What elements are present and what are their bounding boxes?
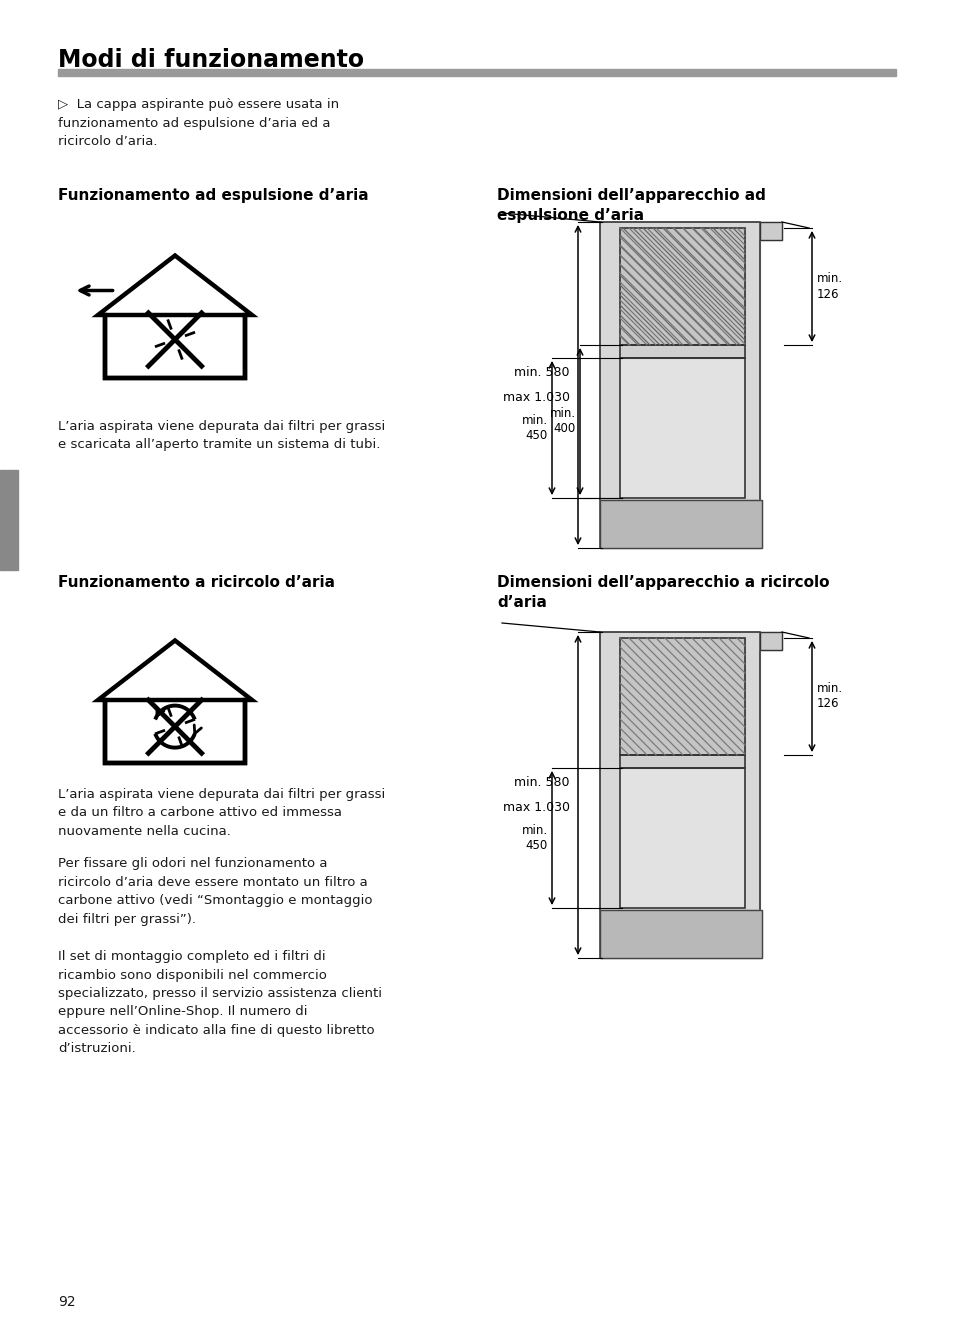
Text: Funzionamento ad espulsione d’aria: Funzionamento ad espulsione d’aria xyxy=(58,188,368,203)
Text: Il set di montaggio completo ed i filtri di
ricambio sono disponibili nel commer: Il set di montaggio completo ed i filtri… xyxy=(58,949,381,1055)
Text: min.
400: min. 400 xyxy=(549,407,576,435)
Text: Dimensioni dell’apparecchio ad
espulsione d’aria: Dimensioni dell’apparecchio ad espulsion… xyxy=(497,188,765,223)
Text: min.
126: min. 126 xyxy=(816,683,842,711)
Bar xyxy=(619,358,744,499)
Text: min. 580: min. 580 xyxy=(514,776,569,789)
Bar xyxy=(599,910,761,957)
Text: max 1.030: max 1.030 xyxy=(502,801,569,814)
Text: L’aria aspirata viene depurata dai filtri per grassi
e scaricata all’aperto tram: L’aria aspirata viene depurata dai filtr… xyxy=(58,420,385,451)
Bar xyxy=(619,228,744,345)
Text: Modi di funzionamento: Modi di funzionamento xyxy=(58,48,364,72)
Bar xyxy=(599,221,760,548)
Bar xyxy=(0,469,18,570)
Bar xyxy=(599,500,761,548)
Text: 92: 92 xyxy=(58,1296,75,1309)
Bar xyxy=(599,633,760,957)
Text: Per fissare gli odori nel funzionamento a
ricircolo d’aria deve essere montato u: Per fissare gli odori nel funzionamento … xyxy=(58,857,372,926)
Bar xyxy=(599,633,760,957)
Bar xyxy=(619,768,744,908)
Bar xyxy=(58,69,895,76)
Polygon shape xyxy=(619,754,744,768)
Bar xyxy=(105,316,245,378)
Bar xyxy=(599,500,761,548)
Text: Dimensioni dell’apparecchio a ricircolo
d’aria: Dimensioni dell’apparecchio a ricircolo … xyxy=(497,575,828,610)
Bar xyxy=(105,700,245,762)
Text: min. 580: min. 580 xyxy=(514,366,569,379)
Text: max 1.030: max 1.030 xyxy=(502,391,569,404)
Bar xyxy=(619,768,744,908)
Text: min.
450: min. 450 xyxy=(521,414,547,442)
Bar xyxy=(760,221,781,240)
Bar xyxy=(760,633,781,650)
Bar xyxy=(619,638,744,754)
Bar xyxy=(619,228,744,345)
Bar xyxy=(599,221,760,548)
Text: min.
450: min. 450 xyxy=(521,823,547,853)
Text: Funzionamento a ricircolo d’aria: Funzionamento a ricircolo d’aria xyxy=(58,575,335,590)
Bar xyxy=(599,910,761,957)
Bar xyxy=(619,638,744,754)
Bar xyxy=(760,221,781,240)
Polygon shape xyxy=(619,345,744,358)
Text: min.
126: min. 126 xyxy=(816,273,842,301)
Bar xyxy=(619,358,744,499)
Text: L’aria aspirata viene depurata dai filtri per grassi
e da un filtro a carbone at: L’aria aspirata viene depurata dai filtr… xyxy=(58,788,385,838)
Bar xyxy=(760,633,781,650)
Text: ▷  La cappa aspirante può essere usata in
funzionamento ad espulsione d’aria ed : ▷ La cappa aspirante può essere usata in… xyxy=(58,98,338,149)
